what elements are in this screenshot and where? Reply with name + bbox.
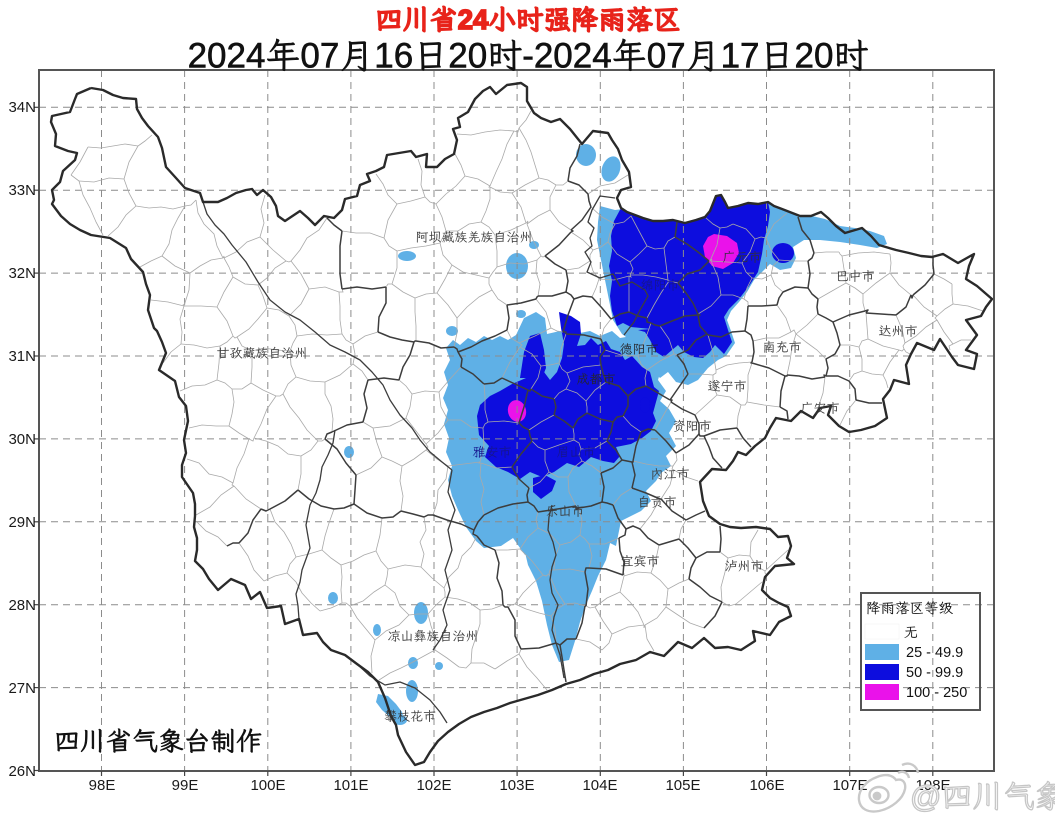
svg-text:101E: 101E xyxy=(333,777,368,794)
svg-text:07: 07 xyxy=(647,37,686,76)
svg-text:99E: 99E xyxy=(172,777,199,794)
svg-text:25 - 49.9: 25 - 49.9 xyxy=(906,645,963,661)
svg-text:26N: 26N xyxy=(8,763,36,780)
svg-text:108E: 108E xyxy=(915,777,950,794)
svg-text:50 - 99.9: 50 - 99.9 xyxy=(906,665,963,681)
svg-text:30N: 30N xyxy=(8,431,36,448)
svg-text:@: @ xyxy=(910,779,941,814)
svg-text:34N: 34N xyxy=(8,99,36,116)
svg-text:07: 07 xyxy=(300,37,339,76)
svg-text:20: 20 xyxy=(795,37,834,76)
svg-text:105E: 105E xyxy=(665,777,700,794)
svg-text:24: 24 xyxy=(458,4,489,35)
svg-text:100E: 100E xyxy=(250,777,285,794)
svg-text:100 - 250: 100 - 250 xyxy=(906,685,967,701)
svg-text:98E: 98E xyxy=(89,777,116,794)
svg-text:31N: 31N xyxy=(8,348,36,365)
svg-text:27N: 27N xyxy=(8,680,36,697)
svg-text:29N: 29N xyxy=(8,514,36,531)
svg-text:106E: 106E xyxy=(749,777,784,794)
svg-text:16: 16 xyxy=(374,37,413,76)
svg-text:104E: 104E xyxy=(582,777,617,794)
svg-text:32N: 32N xyxy=(8,265,36,282)
svg-text:103E: 103E xyxy=(499,777,534,794)
svg-text:-2024: -2024 xyxy=(522,37,612,76)
svg-text:102E: 102E xyxy=(416,777,451,794)
svg-text:33N: 33N xyxy=(8,182,36,199)
svg-text:17: 17 xyxy=(721,37,760,76)
svg-text:2024: 2024 xyxy=(188,37,266,76)
svg-text:28N: 28N xyxy=(8,597,36,614)
svg-text:20: 20 xyxy=(448,37,487,76)
svg-text:107E: 107E xyxy=(832,777,867,794)
